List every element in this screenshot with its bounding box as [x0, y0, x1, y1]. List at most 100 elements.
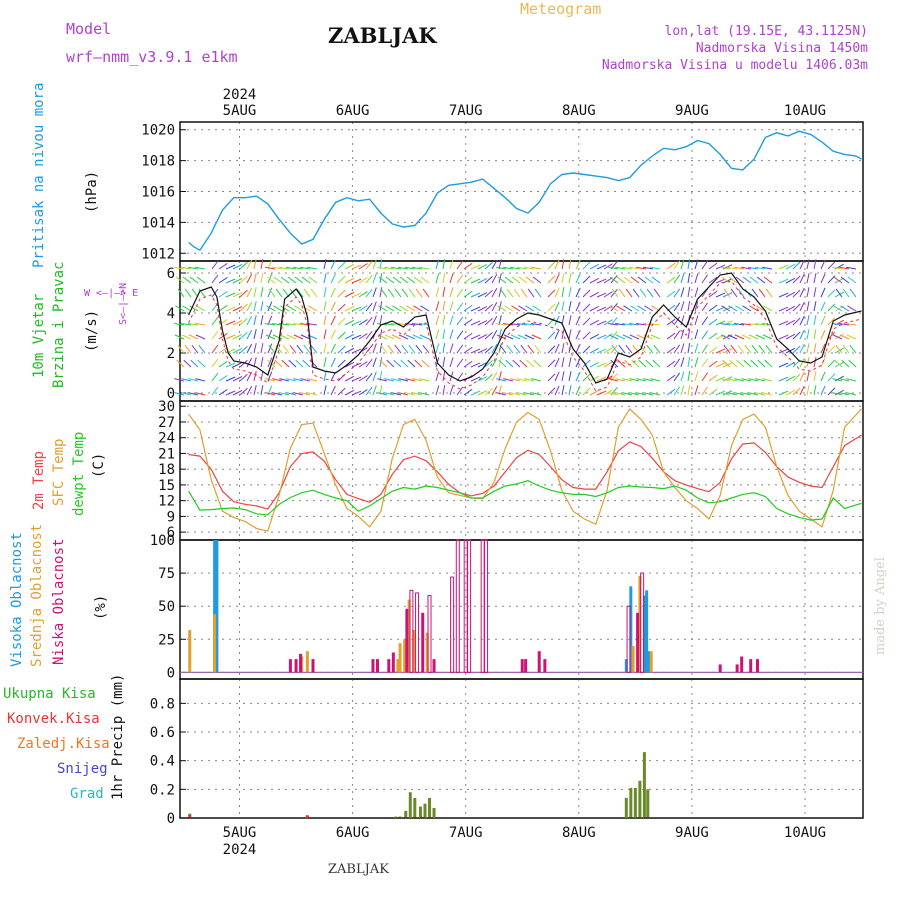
wind-vane	[181, 392, 192, 396]
cloud-bar-low	[543, 659, 547, 673]
model-altitude-label: Nadmorska Visina u modelu 1406.03m	[601, 58, 868, 73]
wind-vane	[835, 344, 843, 354]
cloud-bar-low	[640, 572, 645, 673]
wind-vane	[517, 378, 528, 382]
wind-vane	[744, 344, 752, 354]
wind-vane	[188, 334, 199, 340]
wind-vane	[637, 305, 647, 312]
wind-vane	[175, 305, 185, 312]
wind-vane	[827, 275, 836, 284]
wind-vane	[273, 276, 283, 284]
wind-vane	[806, 301, 810, 312]
wind-vane	[596, 390, 607, 396]
wind-vane	[442, 343, 446, 354]
wind-vane	[198, 288, 206, 298]
altitude-label: Nadmorska Visina 1450m	[695, 41, 868, 56]
wind-vane	[225, 292, 236, 298]
wind-vane	[762, 334, 773, 340]
wind-vane	[727, 266, 738, 270]
precip-bar-total	[423, 803, 427, 818]
wind-vane	[260, 301, 264, 312]
cloud-bar-low	[755, 659, 759, 673]
top-day-label: 8AUG	[562, 103, 596, 119]
wind-vane	[749, 276, 759, 284]
wind-vane	[531, 266, 542, 270]
wind-vane	[279, 392, 290, 396]
wind-vane	[491, 302, 498, 312]
wind-vane	[846, 323, 857, 326]
wind-vane	[785, 347, 796, 354]
wind-vane	[596, 264, 607, 270]
wind-vane	[246, 329, 253, 340]
wind-vane	[618, 288, 626, 298]
y-tick-label: 9	[167, 509, 175, 525]
wind-vane	[344, 389, 355, 396]
wind-vane	[323, 371, 327, 382]
wind-vane	[246, 259, 253, 270]
wind-vane	[575, 287, 581, 298]
wind-speed-line	[188, 272, 862, 384]
wind-vane	[610, 288, 618, 298]
wind-vane	[636, 392, 647, 396]
wind-vane	[392, 276, 402, 284]
wind-vane	[287, 305, 297, 312]
precip-legend-total: Ukupna Kisa	[3, 686, 96, 702]
wind-vane	[616, 305, 626, 312]
wind-vane	[848, 359, 857, 368]
wind-vane	[846, 392, 857, 396]
wind-vane	[799, 259, 805, 270]
model-label: Model	[66, 20, 112, 38]
wind-vane	[517, 392, 528, 396]
y-tick-label: 75	[158, 566, 175, 582]
wind-vane	[694, 371, 699, 382]
wind-vane	[232, 264, 243, 270]
wind-vane	[239, 359, 248, 368]
wind-vane	[582, 345, 591, 354]
wind-vane	[610, 344, 618, 354]
precip-bar-total	[633, 787, 637, 818]
wind-vane	[280, 276, 290, 284]
wind-vane	[351, 334, 362, 340]
wind-vane	[839, 334, 850, 340]
wind-vane	[463, 388, 473, 396]
wind-vane	[603, 263, 613, 270]
wind-vane	[596, 320, 607, 326]
wind-vane	[813, 301, 817, 312]
wind-vane	[442, 329, 446, 340]
y-tick-label: 0.8	[150, 696, 175, 712]
wind-vane	[701, 358, 709, 368]
wind-vane	[301, 276, 311, 284]
wind-vane	[799, 273, 805, 284]
wind-vane	[503, 334, 514, 340]
wind-vane	[218, 262, 228, 270]
wind-vane	[477, 292, 488, 298]
wind-vane	[778, 292, 789, 298]
wind-vane	[174, 392, 185, 396]
wind-vane	[419, 334, 430, 340]
wind-vane	[198, 344, 206, 354]
y-tick-label: 1018	[141, 154, 175, 170]
wind-vane	[372, 371, 377, 382]
wind-vane	[330, 259, 336, 270]
wind-vane	[778, 306, 789, 312]
wind-vane	[694, 315, 699, 326]
wind-vane	[358, 375, 368, 382]
wind-vane	[673, 330, 681, 340]
wind-vane	[246, 385, 253, 396]
wind-vane	[813, 371, 817, 382]
wind-vane	[839, 378, 850, 382]
wind-vane	[293, 378, 304, 382]
wind-vane	[708, 374, 718, 382]
wind-vane	[589, 333, 600, 340]
wind-vane	[239, 373, 248, 382]
wind-vane	[294, 305, 304, 312]
cloud-bar-high	[213, 540, 217, 673]
wind-vane	[650, 392, 661, 396]
wind-vane	[755, 266, 766, 270]
cloud-bar-low	[421, 612, 425, 673]
wind-vane	[561, 385, 565, 396]
wind-vane	[225, 264, 236, 270]
wind-vane	[813, 259, 817, 270]
wind-vane	[806, 385, 810, 396]
wind-vane	[177, 288, 185, 298]
